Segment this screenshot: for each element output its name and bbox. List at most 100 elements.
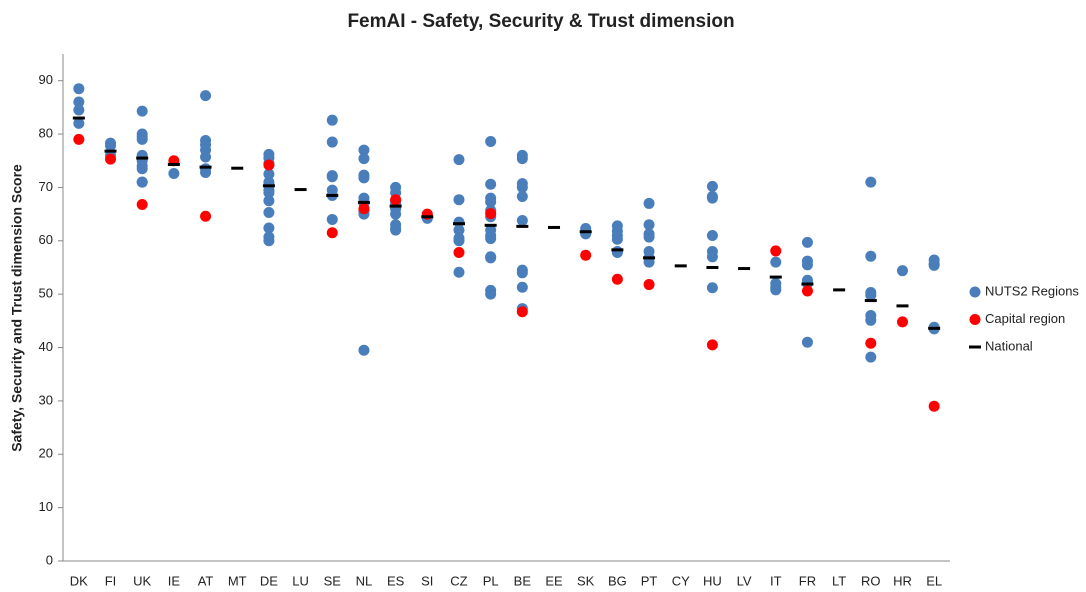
point [485,233,497,245]
point [485,196,497,208]
point [326,114,338,126]
national-mark [516,224,529,228]
point [485,208,497,220]
national-mark [357,200,370,204]
point [706,180,718,192]
legend-label: NUTS2 Regions [985,283,1079,298]
point [516,181,528,193]
x-tick-label: LU [292,573,309,588]
point [643,279,655,291]
y-tick-label: 40 [39,339,53,354]
point [453,194,465,206]
x-tick-label: HR [893,573,912,588]
point [611,273,623,285]
point [168,168,180,180]
point [73,83,85,95]
x-tick-label: IT [770,573,782,588]
national-mark [326,193,339,197]
point [801,236,813,248]
point [73,96,85,108]
point [928,259,940,271]
national-mark [72,116,85,120]
x-tick-label: HU [703,573,722,588]
national-mark [928,326,941,330]
y-tick-label: 0 [46,552,53,567]
point [73,133,85,145]
point [326,171,338,183]
national-mark [896,304,909,308]
x-tick-label: CZ [450,573,467,588]
national-mark [231,166,244,170]
national-mark [389,204,402,208]
x-tick-label: SI [421,573,433,588]
national-mark [199,165,212,169]
point [453,154,465,166]
point [896,265,908,277]
national-mark [421,215,434,219]
y-tick-label: 50 [39,286,53,301]
point [358,144,370,156]
x-tick-label: MT [228,573,247,588]
point [865,289,877,301]
point [580,228,592,240]
x-tick-label: PT [641,573,658,588]
national-mark [104,149,117,153]
national-mark [136,156,149,160]
point [263,159,275,171]
legend-marker [969,286,981,298]
national-mark [294,188,307,192]
national-mark [548,225,561,229]
point [516,267,528,279]
point [516,215,528,227]
point [928,400,940,412]
y-axis-label: Safety, Security and Trust dimension Sco… [9,164,25,452]
point [200,151,212,163]
point [105,140,117,152]
x-tick-label: LT [832,573,846,588]
point [136,163,148,175]
x-tick-label: NL [356,573,373,588]
x-tick-label: SK [577,573,595,588]
x-tick-label: SE [324,573,342,588]
point [706,339,718,351]
point [770,284,782,296]
point [390,208,402,220]
point [358,172,370,184]
chart-title: FemAI - Safety, Security & Trust dimensi… [347,11,734,32]
point [136,133,148,145]
national-mark [833,288,846,292]
x-tick-label: BE [514,573,532,588]
point [896,316,908,328]
point [263,222,275,234]
point [136,105,148,117]
y-tick-label: 60 [39,232,53,247]
point [326,227,338,239]
point [200,166,212,178]
legend-label: National [985,338,1033,353]
x-tick-label: FI [105,573,117,588]
y-tick-label: 30 [39,392,53,407]
national-mark [167,162,180,166]
point [263,235,275,247]
point [326,136,338,148]
x-tick-label: ES [387,573,405,588]
national-mark [643,256,656,260]
point [358,344,370,356]
x-tick-label: AT [198,573,214,588]
point [801,259,813,271]
point [453,247,465,259]
national-mark [262,184,275,188]
x-tick-label: RO [861,573,881,588]
point [516,306,528,318]
point [390,194,402,206]
point [263,187,275,199]
point [770,245,782,257]
x-tick-label: CY [672,573,690,588]
point [453,266,465,278]
point [801,336,813,348]
x-tick-label: UK [133,573,151,588]
point [580,249,592,261]
point [485,136,497,148]
national-mark [579,230,592,234]
